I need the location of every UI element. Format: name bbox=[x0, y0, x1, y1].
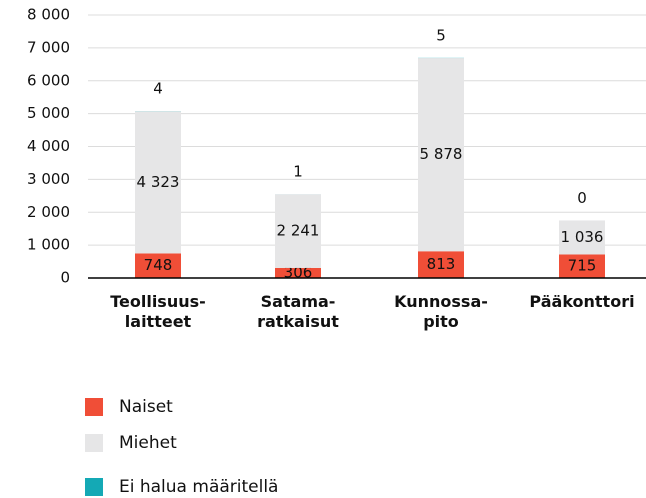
bar-segment bbox=[275, 267, 321, 278]
data-label: 1 036 bbox=[561, 228, 604, 246]
x-tick-label: Satama-ratkaisut bbox=[257, 292, 339, 331]
data-label: 813 bbox=[427, 255, 456, 273]
bar-segment bbox=[275, 194, 321, 268]
bar-segment bbox=[418, 58, 464, 252]
y-tick-label: 4 000 bbox=[27, 137, 70, 155]
bar-segment bbox=[135, 253, 181, 278]
bar-segment bbox=[559, 254, 605, 278]
x-tick-label-line: Satama- bbox=[261, 292, 336, 311]
x-tick-label-line: Kunnossa- bbox=[394, 292, 488, 311]
legend-swatch bbox=[85, 478, 103, 496]
y-tick-label: 0 bbox=[60, 269, 70, 287]
y-tick-label: 2 000 bbox=[27, 203, 70, 221]
legend-label: Naiset bbox=[119, 397, 173, 417]
x-tick-label-line: Teollisuus- bbox=[110, 292, 206, 311]
legend-swatch bbox=[85, 434, 103, 452]
data-label: 715 bbox=[568, 257, 597, 275]
legend-swatch bbox=[85, 398, 103, 416]
x-tick-label-line: ratkaisut bbox=[257, 312, 339, 331]
data-label: 4 323 bbox=[137, 173, 180, 191]
x-tick-label: Teollisuus-laitteet bbox=[110, 292, 206, 331]
bar-segment bbox=[135, 111, 181, 254]
data-label: 5 bbox=[436, 26, 446, 44]
legend-label: Ei halua määritellä bbox=[119, 477, 278, 497]
y-tick-label: 5 000 bbox=[27, 104, 70, 122]
data-label: 4 bbox=[153, 80, 163, 98]
y-tick-label: 8 000 bbox=[27, 6, 70, 24]
data-label: 2 241 bbox=[277, 222, 320, 240]
x-tick-label-line: pito bbox=[423, 312, 459, 331]
y-tick-label: 7 000 bbox=[27, 38, 70, 56]
bar-segment bbox=[559, 220, 605, 255]
y-tick-label: 1 000 bbox=[27, 236, 70, 254]
data-label: 748 bbox=[144, 256, 173, 274]
legend-label: Miehet bbox=[119, 433, 177, 453]
x-tick-label-line: Pääkonttori bbox=[529, 292, 634, 311]
data-label: 1 bbox=[293, 163, 303, 181]
x-tick-label: Kunnossa-pito bbox=[394, 292, 488, 331]
data-label: 0 bbox=[577, 189, 587, 207]
x-tick-label-line: laitteet bbox=[125, 312, 192, 331]
bar-segment bbox=[418, 251, 464, 278]
x-tick-label: Pääkonttori bbox=[529, 292, 634, 311]
data-label: 306 bbox=[284, 263, 313, 281]
y-tick-label: 6 000 bbox=[27, 71, 70, 89]
y-tick-label: 3 000 bbox=[27, 170, 70, 188]
data-label: 5 878 bbox=[420, 145, 463, 163]
